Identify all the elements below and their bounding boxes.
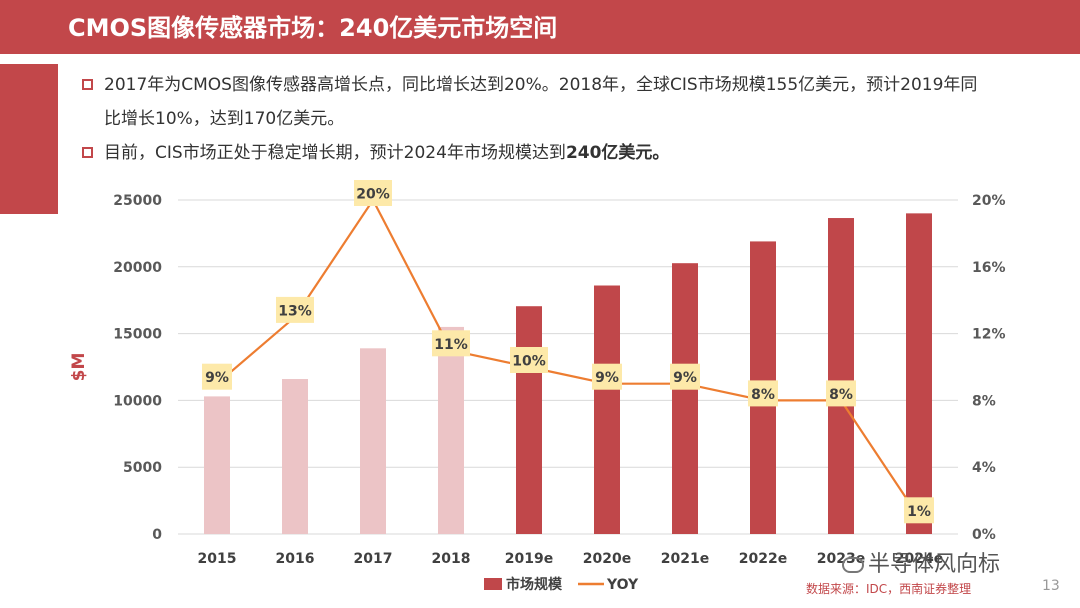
bar: [828, 218, 854, 534]
x-tick-label: 2017: [354, 551, 393, 567]
y-tick-label: 5000: [123, 460, 162, 476]
data-label-box: [592, 363, 622, 390]
y2-tick-label: 12%: [972, 327, 1006, 343]
x-tick-label: 2015: [198, 551, 237, 567]
x-tick-label: 2020e: [583, 551, 631, 567]
data-label: 1%: [907, 504, 931, 520]
data-label: 8%: [829, 387, 853, 403]
data-label-box: [354, 180, 392, 206]
y-tick-label: 10000: [113, 393, 162, 409]
bar: [594, 285, 620, 534]
data-label: 10%: [512, 354, 546, 370]
yoy-line: [216, 197, 920, 518]
y-tick-label: 25000: [113, 193, 162, 209]
square-bullet-icon: [82, 147, 93, 158]
bar: [360, 348, 386, 534]
x-tick-label: 2018: [432, 551, 471, 567]
page-number: 13: [1042, 578, 1060, 594]
data-label: 9%: [205, 370, 229, 386]
bar: [906, 213, 932, 535]
data-label-box: [276, 296, 314, 323]
bar: [438, 326, 464, 534]
bullet-item: 2017年为CMOS图像传感器高增长点，同比增长达到20%。2018年，全球CI…: [80, 68, 980, 136]
bar: [282, 379, 308, 534]
square-bullet-icon: [82, 79, 93, 90]
data-label: 13%: [278, 303, 312, 319]
x-tick-label: 2023e: [817, 551, 865, 567]
bullet-item: 目前，CIS市场正处于稳定增长期，预计2024年市场规模达到240亿美元。: [80, 136, 980, 170]
x-tick-label: 2016: [276, 551, 315, 567]
bullet-text: 目前，CIS市场正处于稳定增长期，预计2024年市场规模达到: [104, 143, 566, 163]
y-axis-label: $M: [69, 353, 89, 382]
data-label-box: [826, 380, 856, 407]
watermark-text: 半导体风向标: [868, 552, 1001, 577]
legend-label: 市场规模: [506, 576, 563, 593]
y2-tick-label: 20%: [972, 193, 1006, 209]
data-label-box: [748, 380, 778, 407]
side-accent-block: [0, 64, 58, 214]
y2-tick-label: 4%: [972, 460, 996, 476]
x-tick-label: 2019e: [505, 551, 553, 567]
y-tick-label: 0: [152, 527, 162, 543]
data-label-box: [670, 363, 700, 390]
bullet-bold-text: 240亿美元。: [565, 143, 670, 163]
legend-label: YOY: [606, 577, 639, 593]
y-tick-label: 15000: [113, 327, 162, 343]
bullet-list: 2017年为CMOS图像传感器高增长点，同比增长达到20%。2018年，全球CI…: [80, 68, 980, 170]
data-label: 9%: [673, 370, 697, 386]
bar: [672, 263, 698, 534]
data-source: 数据来源：IDC，西南证券整理: [806, 582, 972, 596]
data-label-box: [202, 363, 232, 390]
bar: [516, 306, 542, 534]
data-label-box: [432, 330, 470, 357]
legend-swatch-bar: [484, 578, 502, 590]
market-chart: 0 5000 10000 15000 20000 25000 0% 4% 8% 12% 16% 20%…: [69, 180, 1006, 593]
y-tick-label: 20000: [113, 260, 162, 276]
data-label-box: [904, 497, 934, 524]
x-tick-label: 2022e: [739, 551, 787, 567]
page-title: CMOS图像传感器市场：240亿美元市场空间: [68, 14, 558, 42]
watermark: 半导体风向标: [842, 546, 1000, 578]
data-label: 9%: [595, 370, 619, 386]
y2-tick-label: 16%: [972, 260, 1006, 276]
bar: [204, 396, 230, 534]
x-tick-label: 2021e: [661, 551, 709, 567]
data-label: 8%: [751, 387, 775, 403]
data-label-box: [510, 347, 548, 373]
data-label: 20%: [356, 187, 390, 203]
wechat-icon: [842, 557, 864, 573]
data-label: 11%: [434, 337, 468, 353]
x-tick-label: 2024e: [895, 551, 943, 567]
y2-tick-label: 8%: [972, 393, 996, 409]
title-bar: [0, 0, 1080, 54]
bullet-text: 2017年为CMOS图像传感器高增长点，同比增长达到20%。2018年，全球CI…: [104, 75, 978, 129]
y2-tick-label: 0%: [972, 527, 996, 543]
